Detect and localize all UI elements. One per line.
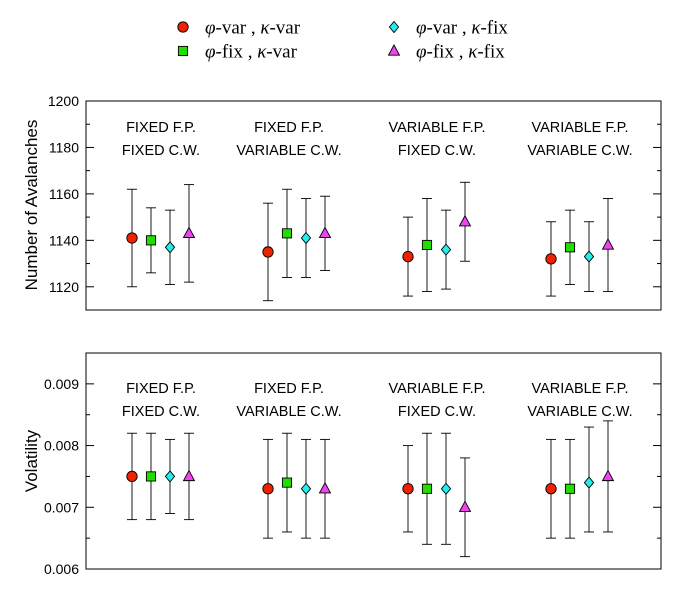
- plot-frame: [85, 100, 662, 311]
- diamond-marker: [583, 250, 595, 263]
- legend-label: φ-fix , κ-fix: [416, 42, 505, 63]
- diamond-marker: [440, 243, 452, 256]
- triangle-marker: [182, 469, 196, 482]
- diamond-marker: [164, 470, 176, 483]
- legend-item: φ-fix , κ-var: [177, 42, 298, 63]
- y-tick-label: 0.008: [44, 438, 79, 454]
- legend-square-marker: [177, 45, 189, 57]
- group-label-line1: VARIABLE F.P.: [389, 120, 486, 136]
- y-tick-label: 0.009: [44, 376, 79, 392]
- group-label-line1: FIXED F.P.: [126, 120, 196, 136]
- kappa-symbol: κ: [471, 18, 481, 39]
- y-tick-label: 1180: [49, 139, 79, 155]
- diamond-marker: [583, 476, 595, 489]
- y-tick-label: 1200: [48, 93, 79, 109]
- diamond-marker: [300, 482, 312, 495]
- y-tick-label: 0.007: [44, 499, 79, 515]
- volatility-panel: 0.006 0.007 0.008 0.009 Volatility FIXED F.P.…: [22, 352, 662, 577]
- circle-marker: [262, 246, 274, 258]
- legend-label: φ-var , κ-fix: [416, 18, 508, 39]
- group-label-line1: VARIABLE F.P.: [532, 120, 629, 136]
- avalanches-panel: 1120 1140 1160 1180 1200 Number of Avalanches…: [22, 93, 662, 311]
- y-tick-label: 0.006: [44, 561, 79, 577]
- circle-marker: [545, 483, 557, 495]
- group-label-line2: VARIABLE C.W.: [236, 143, 341, 159]
- group-label-line1: VARIABLE F.P.: [389, 381, 486, 397]
- kappa-symbol: κ: [468, 42, 478, 63]
- legend-item: φ-var , κ-var: [177, 18, 301, 39]
- group-label-line1: VARIABLE F.P.: [532, 381, 629, 397]
- group-label-line2: FIXED C.W.: [398, 143, 476, 159]
- kappa-value: -var: [269, 18, 300, 39]
- y-tick-label: 1120: [49, 279, 79, 295]
- square-marker: [145, 471, 157, 482]
- group-label-line1: FIXED F.P.: [126, 381, 196, 397]
- phi-symbol: φ: [416, 18, 427, 39]
- circle-marker: [402, 483, 414, 495]
- square-marker: [421, 239, 433, 251]
- group-label-line2: VARIABLE C.W.: [527, 143, 632, 159]
- triangle-marker: [601, 238, 615, 250]
- legend-item: φ-var , κ-fix: [388, 18, 508, 39]
- group-label-line1: FIXED F.P.: [254, 381, 324, 397]
- y-tick-label: 1140: [49, 232, 79, 248]
- plot-frame: [85, 352, 662, 570]
- square-marker: [145, 235, 157, 246]
- diamond-marker: [440, 482, 452, 495]
- circle-marker: [402, 250, 414, 263]
- phi-value: -fix ,: [427, 42, 469, 63]
- group-label-line1: FIXED F.P.: [254, 120, 324, 136]
- phi-value: -var ,: [216, 18, 261, 39]
- legend-diamond-marker: [388, 20, 400, 34]
- circle-marker: [126, 232, 138, 244]
- legend-item: φ-fix , κ-fix: [387, 42, 505, 63]
- group-label-line2: VARIABLE C.W.: [527, 404, 632, 420]
- triangle-marker: [601, 469, 615, 482]
- group-label-line2: FIXED C.W.: [122, 143, 200, 159]
- kappa-symbol: κ: [257, 42, 267, 63]
- square-marker: [281, 477, 293, 488]
- triangle-marker: [318, 481, 332, 494]
- y-tick-label: 1160: [49, 186, 79, 202]
- y-axis-title: Number of Avalanches: [22, 120, 41, 291]
- group-label-line2: VARIABLE C.W.: [236, 404, 341, 420]
- legend-label: φ-fix , κ-var: [205, 42, 298, 63]
- square-marker: [564, 483, 576, 494]
- group-label-line2: FIXED C.W.: [122, 404, 200, 420]
- diamond-marker: [164, 241, 176, 254]
- triangle-marker: [318, 226, 332, 239]
- square-marker: [281, 228, 293, 239]
- phi-symbol: φ: [205, 18, 216, 39]
- kappa-value: -fix: [480, 18, 508, 39]
- legend-circle-marker: [177, 21, 189, 33]
- diamond-marker: [300, 231, 312, 245]
- triangle-marker: [458, 214, 472, 227]
- square-marker: [421, 483, 433, 494]
- circle-marker: [262, 483, 274, 495]
- triangle-marker: [458, 500, 472, 512]
- kappa-value: -fix: [477, 42, 505, 63]
- group-label-line2: FIXED C.W.: [398, 404, 476, 420]
- square-marker: [564, 242, 576, 253]
- kappa-symbol: κ: [260, 18, 270, 39]
- circle-marker: [126, 470, 138, 483]
- y-axis-title: Volatility: [22, 429, 41, 492]
- kappa-value: -var: [266, 42, 297, 63]
- triangle-marker: [182, 226, 196, 239]
- phi-value: -fix ,: [216, 42, 258, 63]
- phi-value: -var ,: [427, 18, 472, 39]
- legend-triangle-marker: [387, 44, 401, 56]
- legend-label: φ-var , κ-var: [205, 18, 301, 39]
- phi-symbol: φ: [205, 42, 216, 63]
- circle-marker: [545, 253, 557, 265]
- phi-symbol: φ: [416, 42, 427, 63]
